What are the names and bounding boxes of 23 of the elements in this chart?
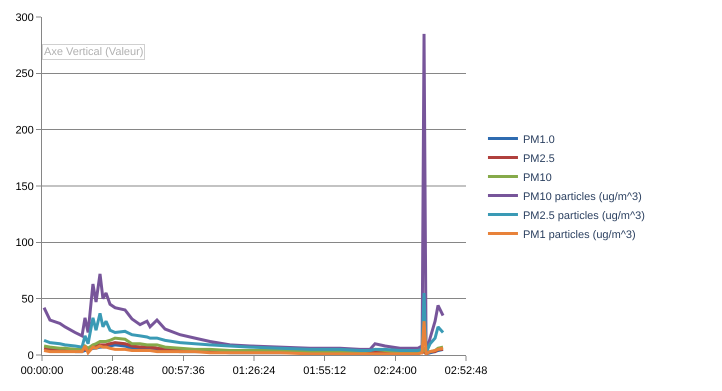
legend-label: PM10	[522, 172, 552, 184]
x-tick-label: 00:28:48	[91, 365, 134, 378]
legend-label: PM2.5	[522, 152, 555, 165]
y-tick-label: 200	[15, 124, 34, 137]
legend-label: PM10 particles (ug/m^3)	[522, 190, 642, 203]
x-tick-label: 01:26:24	[232, 365, 276, 378]
y-tick-label: 0	[28, 350, 34, 362]
legend-label: PM1 particles (ug/m^3)	[522, 228, 636, 241]
legend-label: PM2.5 particles (ug/m^3)	[522, 210, 645, 222]
line-series	[42, 292, 445, 354]
x-tick-label: 02:52:48	[444, 365, 488, 378]
y-tick-label: 250	[15, 68, 34, 80]
y-tick-label: 50	[22, 294, 34, 306]
x-tick-label: 02:24:00	[374, 365, 417, 378]
x-tick-label: 00:57:36	[162, 365, 205, 378]
line-series	[42, 320, 445, 355]
x-tick-label: 01:55:12	[303, 365, 346, 378]
x-tick-label: 00:00:00	[20, 365, 64, 378]
y-axis-title: Axe Vertical (Valeur)	[44, 46, 144, 58]
y-tick-label: 300	[15, 12, 34, 24]
y-tick-label: 150	[15, 180, 34, 193]
legend-label: PM1.0	[522, 134, 555, 146]
y-tick-label: 100	[15, 237, 34, 250]
